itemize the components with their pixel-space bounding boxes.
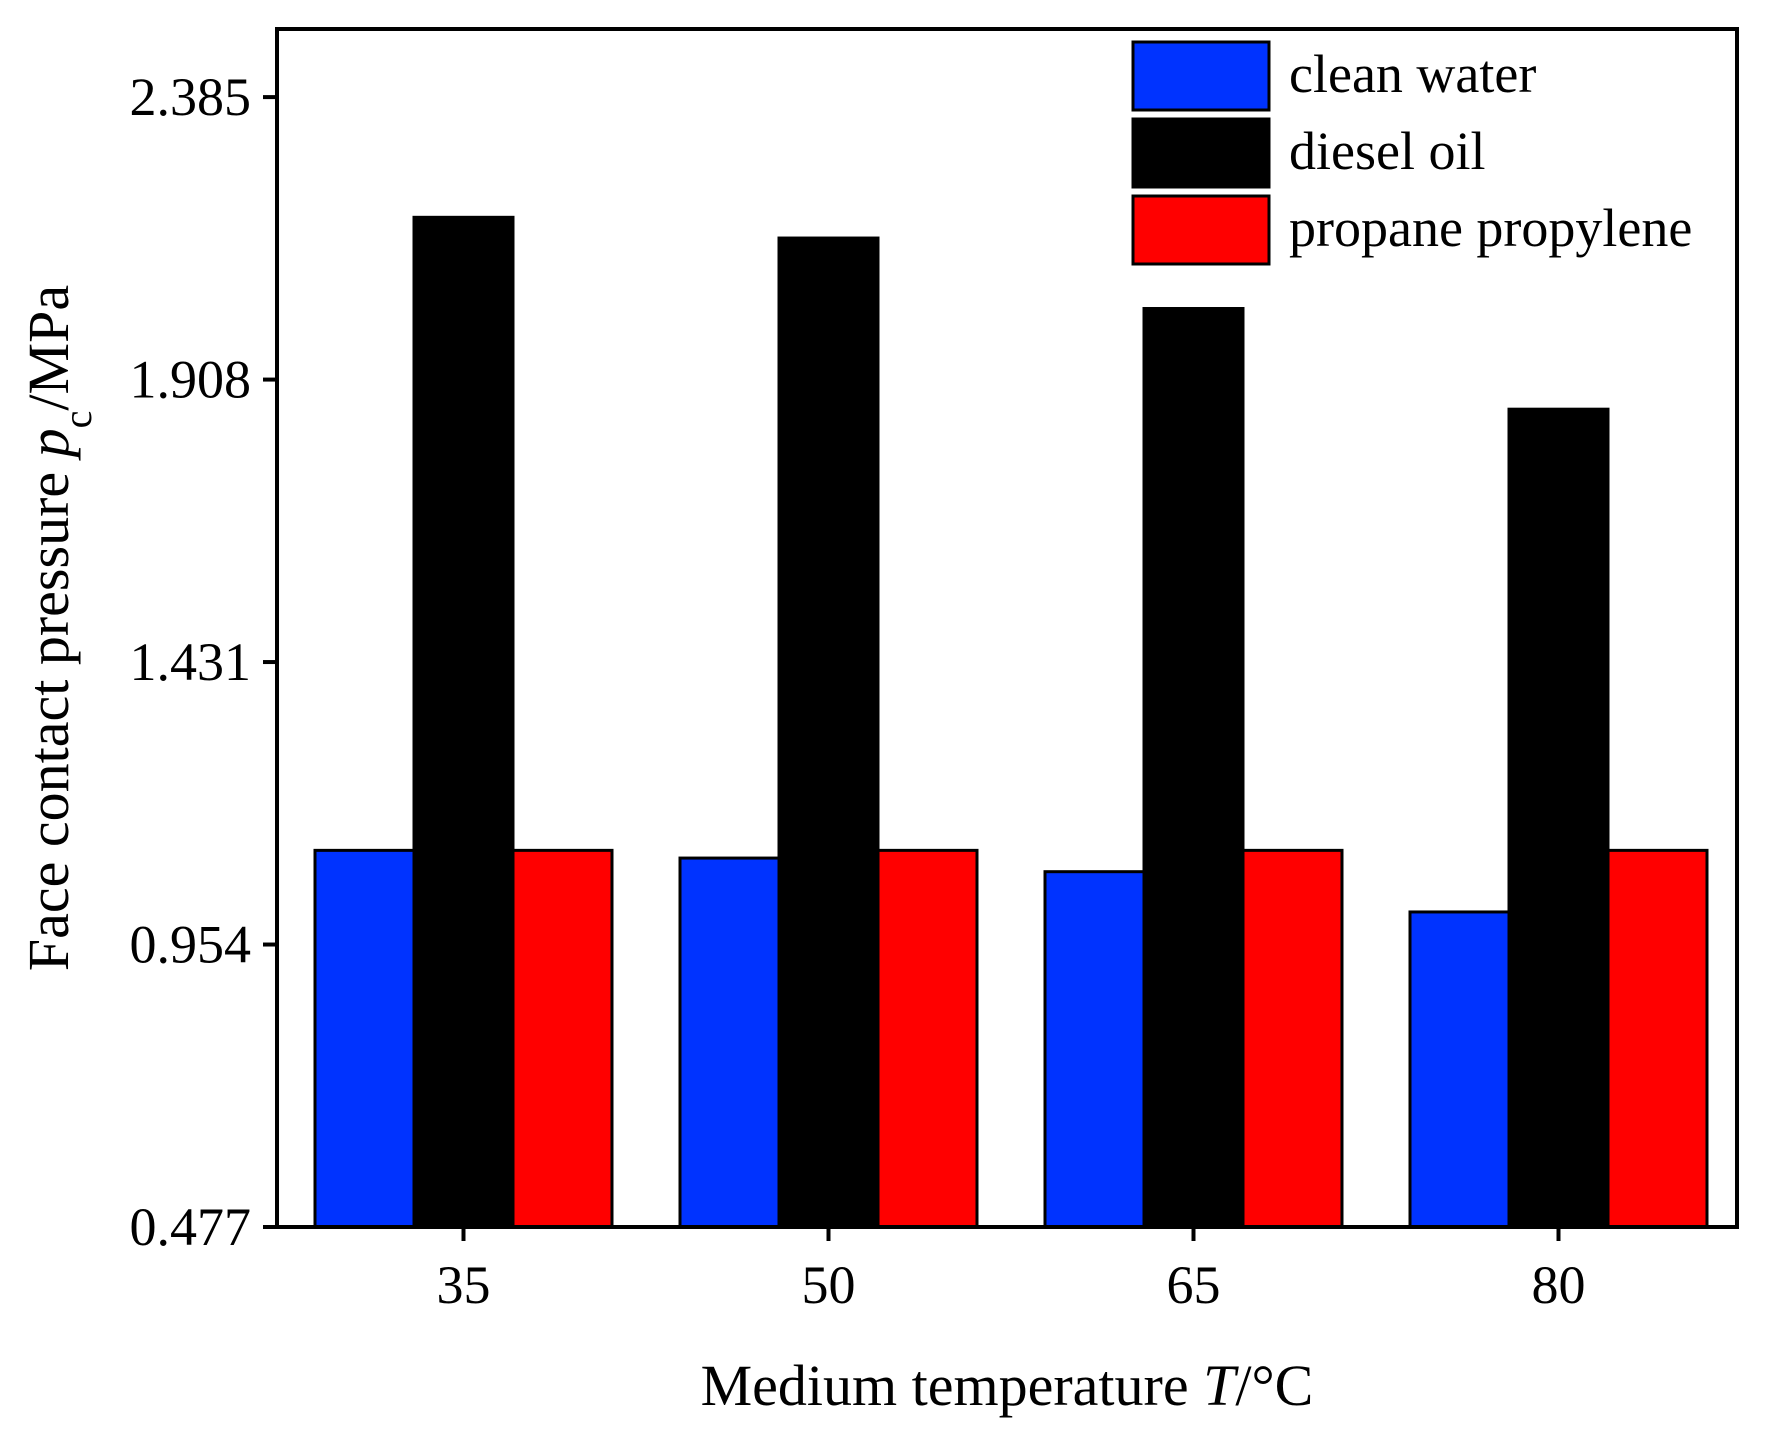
bar-clean-water-80 [1408,910,1511,1229]
bar-propane-propylene-65 [1241,848,1344,1229]
bar-diesel-oil-35 [412,215,515,1229]
y-axis-title-subscript: c [55,411,100,429]
x-axis-title-suffix: /°C [1235,1353,1313,1418]
legend-label: clean water [1289,44,1536,104]
y-tick-label: 2.385 [130,67,252,127]
bar-propane-propylene-50 [876,848,979,1229]
legend-swatch-diesel-oil [1131,117,1271,189]
legend-swatch-clean-water [1131,40,1271,112]
legend-label: diesel oil [1289,121,1485,181]
bar-diesel-oil-50 [777,236,880,1229]
y-tick-label: 1.431 [130,632,252,692]
y-axis-title-suffix: /MPa [16,285,81,411]
bar-propane-propylene-35 [511,848,614,1229]
x-tick-label: 80 [1532,1255,1586,1315]
x-axis-title-prefix: Medium temperature [701,1353,1204,1418]
bar-clean-water-50 [678,856,781,1229]
bar-diesel-oil-80 [1507,407,1610,1229]
x-axis: 35 50 65 80 [437,1227,1586,1315]
y-axis-title-prefix: Face contact pressure [16,457,81,971]
y-axis-title: Face contact pressure pc/MPa [16,285,100,971]
bar-clean-water-65 [1043,870,1146,1229]
bars-group [313,215,1709,1229]
bar-propane-propylene-80 [1606,848,1709,1229]
legend: clean water diesel oil propane propylene [1131,40,1692,266]
legend-label: propane propylene [1289,198,1692,258]
y-axis: 0.477 0.954 1.431 1.908 2.385 [130,67,277,1257]
legend-swatch-propane-propylene [1131,194,1271,266]
y-axis-title-symbol: p [16,428,81,461]
plot-frame [275,27,1739,1229]
x-tick-label: 50 [802,1255,856,1315]
x-axis-title: Medium temperature T/°C [701,1353,1314,1418]
y-tick-label: 1.908 [130,350,252,410]
y-tick-label: 0.477 [130,1197,252,1257]
x-tick-label: 65 [1167,1255,1221,1315]
bar-diesel-oil-65 [1142,307,1245,1229]
x-tick-label: 35 [437,1255,491,1315]
bar-clean-water-35 [313,848,416,1229]
x-axis-title-symbol: T [1203,1353,1239,1418]
y-tick-label: 0.954 [130,915,252,975]
